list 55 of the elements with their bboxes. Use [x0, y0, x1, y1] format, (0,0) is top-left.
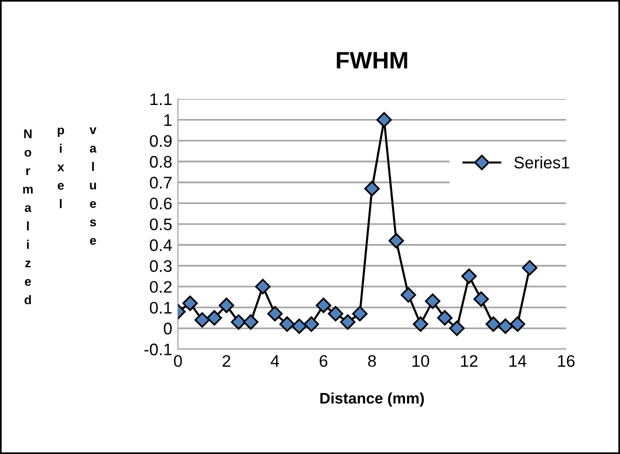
y-tick-label: 0.8 [150, 156, 172, 168]
point [279, 316, 295, 332]
point [267, 306, 283, 322]
y-tick-label: 0.4 [150, 239, 172, 252]
chart-title: FWHM [336, 52, 408, 68]
point [498, 318, 514, 334]
point [304, 316, 320, 332]
point [364, 180, 380, 196]
x-tick-label: 2 [222, 355, 230, 367]
y-tick-label: 0.9 [150, 135, 172, 147]
point [437, 310, 452, 326]
y-tick-label: 1 [164, 114, 172, 126]
point [316, 298, 332, 314]
point [328, 306, 344, 322]
point [510, 316, 526, 332]
point [352, 306, 368, 322]
y-tick-label: 0.3 [150, 260, 172, 272]
point [340, 314, 356, 330]
point [473, 291, 489, 307]
y-tick-label: 0.2 [150, 280, 172, 293]
point [206, 310, 222, 326]
y-tick-label: 1.1 [150, 94, 172, 106]
y-tick-label: 0.5 [150, 218, 172, 230]
point [412, 316, 428, 332]
x-axis-title: Distance (mm) [320, 392, 424, 407]
point [218, 298, 234, 314]
x-tick-label: 10 [412, 355, 430, 367]
x-tick-label: 0 [174, 355, 182, 367]
x-tick-label: 12 [461, 355, 478, 367]
y-tick-label: -0.1 [144, 344, 172, 356]
y-tick-label: 0.7 [150, 176, 172, 189]
point [486, 316, 501, 332]
point [230, 314, 246, 330]
point [522, 260, 538, 276]
point [376, 112, 392, 128]
point [449, 320, 465, 336]
point [194, 312, 210, 328]
point [424, 293, 440, 309]
y-tick-label: 0.1 [150, 302, 172, 314]
text: Normalized pixel valuese [23, 127, 97, 304]
point [461, 268, 477, 284]
legend-label: Series1 [514, 156, 570, 168]
point [388, 233, 404, 248]
x-tick-label: 4 [270, 355, 280, 367]
point [400, 287, 416, 303]
y-tick-label: 0 [164, 322, 172, 334]
x-tick-label: 14 [510, 355, 526, 367]
y-tick-label: 0.6 [150, 198, 172, 210]
x-tick-label: 8 [368, 355, 376, 367]
point [292, 318, 307, 334]
x-tick-label: 16 [558, 355, 575, 367]
point [255, 278, 271, 294]
point [243, 314, 258, 330]
point [182, 296, 198, 311]
x-tick-label: 6 [320, 355, 328, 367]
